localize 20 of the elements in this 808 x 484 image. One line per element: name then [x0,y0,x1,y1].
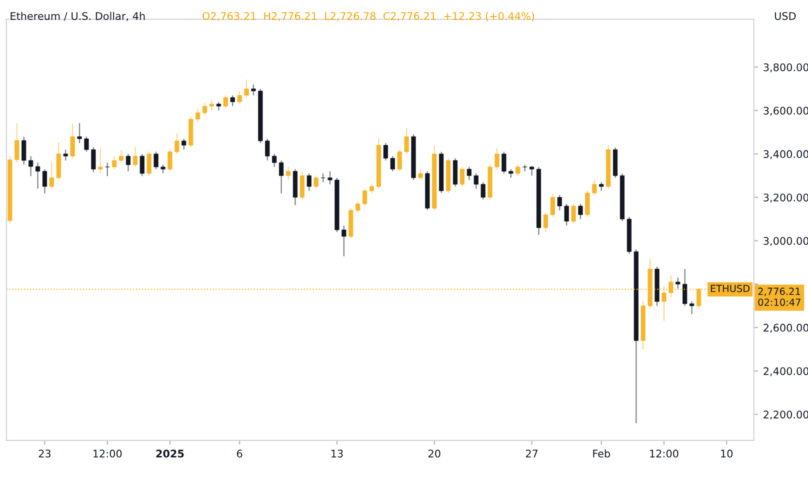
x-tick-label: 6 [236,450,242,458]
chart-subtitle: O2,763.21 H2,776.21 L2,726.78 C2,776.21 +12.23 (+0.44%) [202,12,534,22]
candlestick [599,182,604,192]
text: 02:10:47 [758,298,800,306]
x-tick-label: 20 [428,450,440,458]
text: 2,776.21 [758,288,800,296]
y-axis-title: USD [774,12,796,20]
ref-line-label: ETHUSD [710,284,750,292]
x-tick-label: 10 [721,450,733,458]
chart-title: Ethereum / U.S. Dollar, 4h [10,12,145,22]
x-tick-label: 12:00 [650,450,678,458]
x-tick-label: 13 [331,450,343,458]
x-tick-label: 2025 [156,450,184,458]
x-tick-label: 12:00 [93,450,122,458]
candlestick [522,164,528,172]
x-tick-label: 27 [526,450,538,458]
x-tick-label: 23 [38,450,51,458]
candlestick [508,168,514,178]
x-tick-label: Feb [593,449,610,458]
candlestick [369,184,374,194]
